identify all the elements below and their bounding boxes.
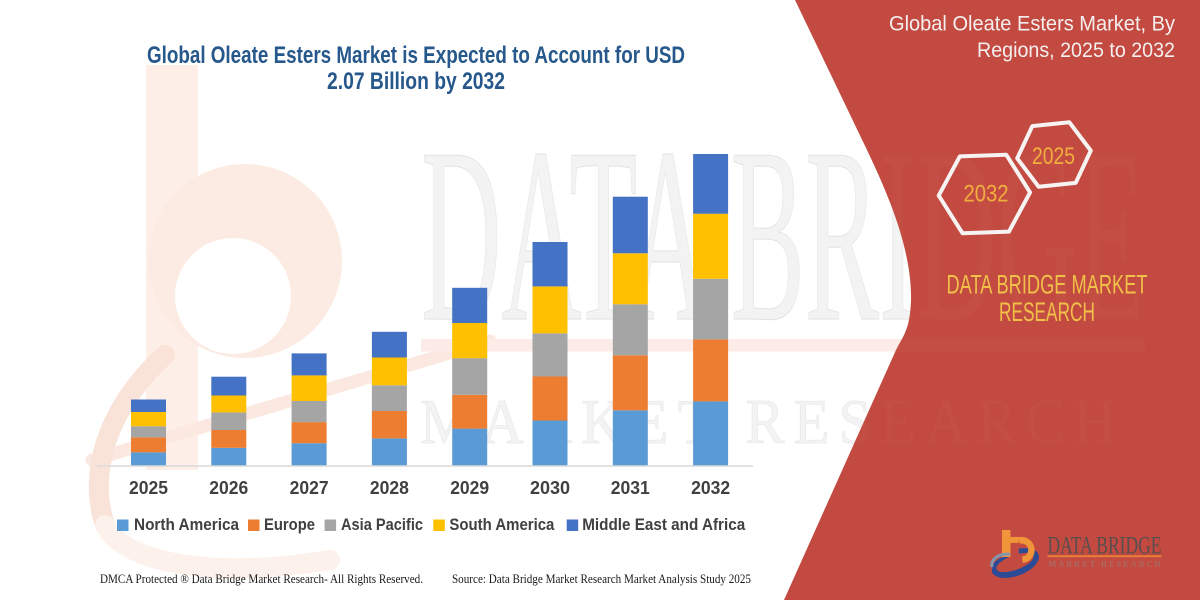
svg-text:2031: 2031	[611, 478, 650, 498]
svg-text:2032: 2032	[964, 181, 1009, 208]
svg-text:Global Oleate Esters Market, B: Global Oleate Esters Market, By	[889, 12, 1175, 36]
svg-text:2025: 2025	[1032, 143, 1075, 170]
svg-text:2027: 2027	[290, 478, 329, 498]
svg-text:RESEARCH: RESEARCH	[999, 297, 1095, 327]
svg-text:Middle East and Africa: Middle East and Africa	[582, 516, 746, 534]
svg-text:DMCA Protected ® Data Bridge M: DMCA Protected ® Data Bridge Market Rese…	[100, 571, 423, 586]
svg-text:2030: 2030	[530, 478, 570, 498]
svg-text:MARKET RESEARCH: MARKET RESEARCH	[420, 386, 1125, 457]
svg-text:2026: 2026	[209, 478, 248, 498]
svg-text:DATA BRIDGE MARKET: DATA BRIDGE MARKET	[947, 270, 1148, 300]
svg-text:DATA BRIDGE: DATA BRIDGE	[421, 97, 1145, 374]
svg-text:Regions, 2025 to 2032: Regions, 2025 to 2032	[977, 38, 1175, 62]
svg-text:Europe: Europe	[264, 516, 315, 534]
svg-text:DATA BRIDGE: DATA BRIDGE	[1048, 533, 1162, 560]
svg-text:Source: Data Bridge Market Res: Source: Data Bridge Market Research Mark…	[452, 571, 751, 586]
svg-text:South America: South America	[449, 516, 555, 534]
svg-text:Asia Pacific: Asia Pacific	[341, 516, 423, 534]
svg-text:MARKET RESEARCH: MARKET RESEARCH	[1049, 559, 1161, 569]
svg-text:North America: North America	[134, 516, 240, 534]
svg-text:Global Oleate Esters Market is: Global Oleate Esters Market is Expected …	[147, 42, 685, 69]
svg-text:2025: 2025	[129, 478, 168, 498]
svg-text:2.07 Billion by 2032: 2.07 Billion by 2032	[327, 68, 505, 95]
svg-text:2032: 2032	[691, 478, 730, 498]
svg-text:2029: 2029	[450, 478, 489, 498]
svg-text:2028: 2028	[370, 478, 409, 498]
